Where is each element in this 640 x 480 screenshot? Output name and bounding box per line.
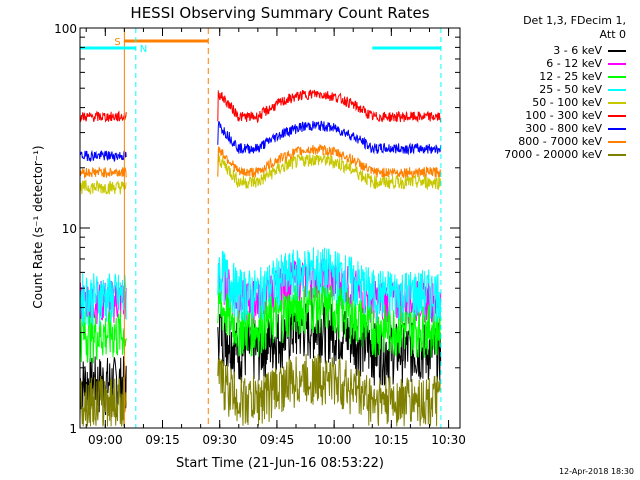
legend-entry-label: 6 - 12 keV [546,57,602,70]
legend-swatch [608,140,626,143]
legend-entry-label: 300 - 800 keV [525,122,602,135]
x-tick-label-2: 09:30 [202,433,237,447]
y-tick-label-0: 1 [69,422,77,436]
legend-swatch [608,62,626,65]
legend-header: Det 1,3, FDecim 1, Att 0 [523,14,626,42]
legend-swatch [608,75,626,78]
x-tick-label-6: 10:30 [431,433,466,447]
legend-entry-1: 6 - 12 keV [546,57,626,70]
legend-entry-5: 100 - 300 keV [525,109,626,122]
legend-entry-label: 25 - 50 keV [539,83,602,96]
legend-swatch [608,114,626,117]
footer-timestamp: 12-Apr-2018 18:30 [558,467,634,476]
chart-title: HESSI Observing Summary Count Rates [130,4,429,22]
legend-entry-7: 800 - 7000 keV [518,135,626,148]
legend-swatch [608,49,626,52]
legend-entry-8: 7000 - 20000 keV [504,148,626,161]
legend-entry-label: 12 - 25 keV [539,70,602,83]
series-line-4 [79,153,442,195]
series-line-7 [79,143,442,180]
x-tick-label-1: 09:15 [145,433,180,447]
flag-label-1: N [140,44,147,55]
x-tick-label-5: 10:15 [374,433,409,447]
legend-swatch [608,88,626,91]
legend-entry-label: 3 - 6 keV [553,44,602,57]
y-tick-label-2: 100 [54,22,77,36]
flag-label-0: S [114,37,120,48]
series-line-3 [79,247,442,327]
legend-entry-label: 100 - 300 keV [525,109,602,122]
x-axis-label: Start Time (21-Jun-16 08:53:22) [176,456,384,471]
legend-swatch [608,153,626,156]
legend-header-line-1: Det 1,3, FDecim 1, [523,14,626,27]
x-tick-label-0: 09:00 [88,433,123,447]
legend-swatch [608,127,626,130]
legend-entry-4: 50 - 100 keV [532,96,626,109]
legend-entry-0: 3 - 6 keV [553,44,626,57]
legend-entry-label: 7000 - 20000 keV [504,148,602,161]
y-tick-label-1: 10 [62,222,77,236]
series-line-5 [79,89,442,124]
plot-area: SN [79,28,442,428]
series-line-2 [79,281,442,364]
legend-entry-label: 800 - 7000 keV [518,135,602,148]
series-line-8 [79,353,442,427]
legend-entry-3: 25 - 50 keV [539,83,626,96]
x-tick-label-3: 09:45 [260,433,295,447]
y-axis-label: Count Rate (s⁻¹ detector⁻¹) [31,145,45,308]
axes: 1 10 100 09:00 09:15 09:30 09:45 10:00 10:15 10:3… [54,22,466,447]
legend-entry-2: 12 - 25 keV [539,70,626,83]
series-line-6 [79,120,442,163]
legend-entry-label: 50 - 100 keV [532,96,602,109]
x-tick-label-4: 10:00 [317,433,352,447]
legend-header-line-2: Att 0 [599,28,626,41]
legend-swatch [608,101,626,104]
legend-entry-6: 300 - 800 keV [525,122,626,135]
